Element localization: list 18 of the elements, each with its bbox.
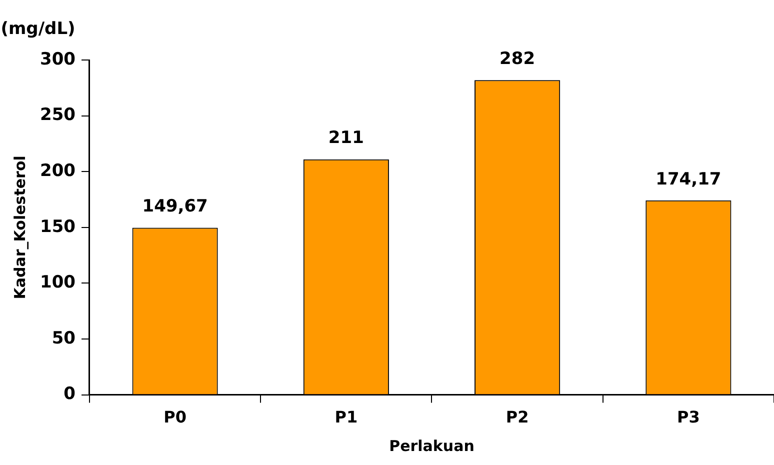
y-tick-label: 0 bbox=[64, 384, 76, 404]
data-label: 174,17 bbox=[656, 169, 722, 190]
y-tick-label: 300 bbox=[40, 49, 76, 70]
x-tick-label: P3 bbox=[677, 408, 700, 427]
x-tick-label: P2 bbox=[506, 408, 529, 427]
y-tick-label: 250 bbox=[40, 105, 76, 126]
y-tick-label: 150 bbox=[40, 216, 76, 237]
x-tick-label: P0 bbox=[164, 408, 186, 427]
x-tick-label: P1 bbox=[334, 408, 358, 427]
y-tick-label: 50 bbox=[52, 328, 76, 348]
data-label: 149,67 bbox=[142, 196, 208, 217]
y-tick-label: 200 bbox=[40, 161, 76, 182]
data-label: 282 bbox=[500, 49, 536, 70]
text: (mg/dL) bbox=[0, 18, 76, 39]
y-tick-label: 100 bbox=[40, 272, 76, 293]
x-axis-title: Perlakuan bbox=[389, 436, 474, 455]
data-label: 211 bbox=[328, 128, 364, 148]
y-axis-title: Kadar_Kolesterol bbox=[10, 156, 29, 300]
